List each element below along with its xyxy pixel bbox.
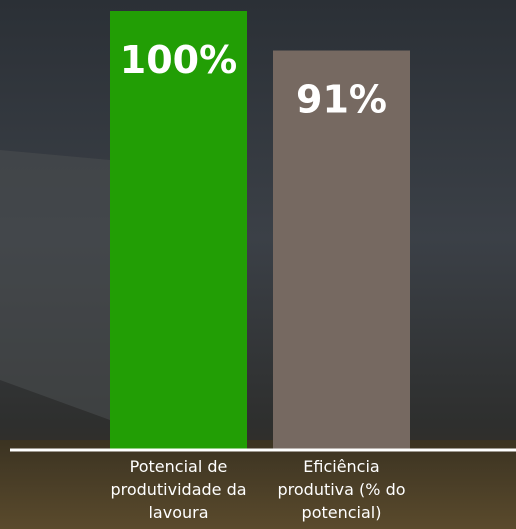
category-label: Potencial de produtividade da lavoura	[110, 457, 247, 522]
value-label: 100%	[120, 38, 237, 82]
harvester	[0, 150, 110, 420]
field	[0, 440, 516, 529]
bar	[110, 11, 247, 450]
bar	[273, 50, 410, 450]
category-label: Eficiência produtiva (% do potencial)	[277, 457, 406, 522]
value-label: 91%	[296, 78, 387, 122]
